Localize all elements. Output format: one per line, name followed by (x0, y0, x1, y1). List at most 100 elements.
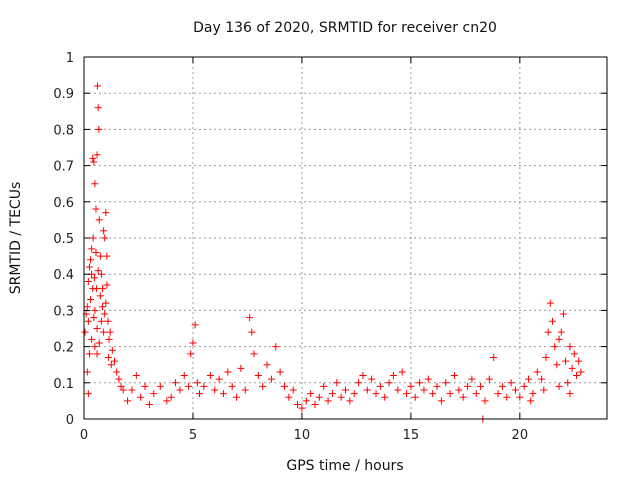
data-point (93, 325, 101, 332)
x-tick-label: 5 (189, 428, 197, 443)
data-point (101, 310, 109, 318)
data-point (540, 386, 548, 394)
data-point (84, 390, 92, 398)
data-point (468, 375, 476, 383)
data-point (99, 303, 107, 311)
data-point (187, 350, 195, 358)
data-point (551, 343, 559, 351)
data-point (381, 393, 389, 401)
data-point (106, 328, 114, 336)
y-tick-label: 0.1 (53, 377, 74, 392)
data-point (233, 393, 241, 401)
chart-title: Day 136 of 2020, SRMTID for receiver cn2… (193, 20, 497, 36)
data-point (450, 372, 458, 380)
data-point (95, 339, 103, 347)
data-point (100, 328, 108, 336)
data-point (172, 379, 180, 387)
data-point (94, 104, 102, 112)
data-point (302, 397, 310, 405)
data-point (494, 390, 502, 398)
data-point (85, 350, 93, 358)
y-tick-label: 0.5 (53, 232, 74, 247)
data-point (237, 364, 245, 372)
data-point (429, 390, 437, 398)
data-point (185, 382, 193, 390)
y-tick-label: 0.6 (53, 196, 74, 211)
data-point (416, 379, 424, 387)
data-point (507, 379, 515, 387)
data-point (103, 252, 111, 260)
data-point (94, 267, 102, 275)
data-point (459, 393, 467, 401)
x-tick-label: 20 (512, 428, 529, 443)
data-point (498, 382, 506, 390)
data-point (228, 382, 236, 390)
data-point (570, 350, 578, 358)
data-point (542, 353, 550, 361)
data-point (527, 397, 535, 405)
data-point (355, 379, 363, 387)
data-point (113, 368, 121, 376)
data-point (250, 350, 258, 358)
data-point (88, 335, 96, 343)
data-point (472, 390, 480, 398)
data-point (111, 357, 119, 365)
data-point (91, 343, 99, 351)
data-point (307, 390, 315, 398)
data-point (464, 382, 472, 390)
data-point (93, 285, 101, 293)
data-point (559, 310, 567, 318)
data-point (553, 361, 561, 369)
y-tick-labels: 0 0.1 0.2 0.3 0.4 0.5 0.6 0.7 0.8 0.9 1 (53, 51, 74, 428)
data-point (276, 368, 284, 376)
data-point (359, 372, 367, 380)
data-point (481, 397, 489, 405)
data-point (104, 353, 112, 361)
data-point (285, 393, 293, 401)
data-point (163, 397, 171, 405)
data-point (101, 234, 109, 242)
data-point (549, 317, 557, 325)
data-point (267, 375, 275, 383)
data-point (525, 375, 533, 383)
data-point (224, 368, 232, 376)
y-tick-label: 0.7 (53, 160, 74, 175)
data-point (145, 401, 153, 409)
data-point (124, 397, 132, 405)
data-point (167, 393, 175, 401)
data-point (93, 350, 101, 358)
data-point (529, 390, 537, 398)
data-point (572, 372, 580, 380)
data-point (263, 361, 271, 369)
data-point (562, 357, 570, 365)
data-point (89, 154, 97, 162)
data-point (254, 372, 262, 380)
y-tick-label: 0.3 (53, 304, 74, 319)
data-point (555, 382, 563, 390)
data-point (97, 317, 105, 325)
data-point (289, 386, 297, 394)
data-point (84, 317, 92, 325)
data-point (568, 364, 576, 372)
y-tick-label: 1 (66, 51, 74, 66)
data-point (104, 317, 112, 325)
data-point (93, 151, 101, 159)
grid-lines (84, 57, 607, 419)
data-point (241, 386, 249, 394)
data-point (294, 401, 302, 409)
data-point (90, 274, 98, 282)
data-point (564, 379, 572, 387)
data-point (538, 375, 546, 383)
data-point (455, 386, 463, 394)
data-point (337, 393, 345, 401)
data-point (89, 234, 97, 242)
data-point (516, 393, 524, 401)
data-point (180, 372, 188, 380)
data-point (211, 386, 219, 394)
x-tick-label: 10 (294, 428, 311, 443)
y-axis-label: SRMTID / TECUs (8, 182, 24, 295)
data-point (477, 382, 485, 390)
data-point (566, 343, 574, 351)
y-tick-label: 0 (66, 413, 74, 428)
